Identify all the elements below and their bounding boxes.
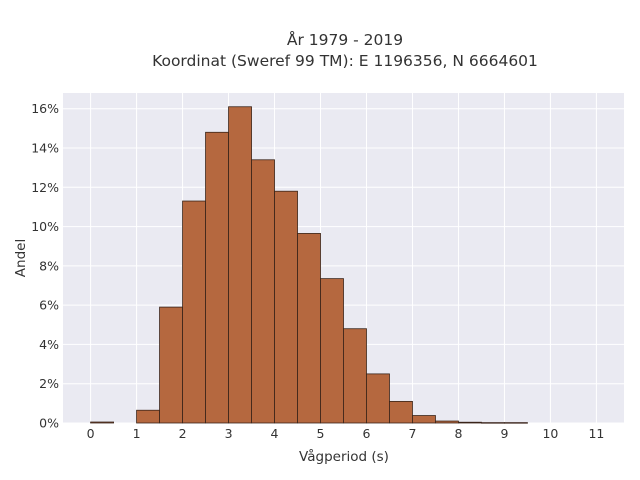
x-tick-label: 1 xyxy=(133,426,141,441)
histogram-bar-13 xyxy=(389,400,413,424)
x-tick-label: 8 xyxy=(454,426,462,441)
x-tick-label: 7 xyxy=(408,426,416,441)
histogram-bar-17 xyxy=(481,422,505,424)
x-tick-label: 11 xyxy=(588,426,604,441)
x-tick-labels: 0 1 2 3 4 5 6 7 8 9 10 11 xyxy=(87,426,605,441)
x-tick-label: 5 xyxy=(317,426,325,441)
histogram-bar-8 xyxy=(274,190,298,424)
x-tick-label: 2 xyxy=(179,426,187,441)
x-tick-label: 9 xyxy=(500,426,508,441)
histogram-bar-11 xyxy=(343,328,367,424)
x-tick-label: 6 xyxy=(363,426,371,441)
histogram-bar-0 xyxy=(90,421,114,424)
histogram-bar-14 xyxy=(412,415,436,424)
histogram-bar-2 xyxy=(136,409,160,424)
histogram-bar-5 xyxy=(205,131,229,424)
histogram-bar-15 xyxy=(435,420,459,424)
histogram-bar-12 xyxy=(366,373,390,424)
histogram-bar-10 xyxy=(320,278,344,424)
y-tick-labels: 0% 2% 4% 6% 8% 10% 12% 14% 16% xyxy=(31,101,59,430)
histogram-bar-7 xyxy=(251,159,275,424)
x-tick-label: 0 xyxy=(87,426,95,441)
histogram-bar-9 xyxy=(297,233,321,424)
y-tick-label: 12% xyxy=(31,180,59,195)
chart-subtitle: Koordinat (Sweref 99 TM): E 1196356, N 6… xyxy=(152,52,538,70)
histogram-bar-16 xyxy=(458,421,482,424)
x-axis-label: Vågperiod (s) xyxy=(299,448,389,465)
chart-title: År 1979 - 2019 xyxy=(287,30,403,49)
y-tick-label: 14% xyxy=(31,141,59,156)
histogram-bar-18 xyxy=(504,422,528,424)
histogram-bar-3 xyxy=(159,306,183,424)
y-axis-label: Andel xyxy=(13,239,29,277)
bars-group xyxy=(90,106,528,424)
y-tick-label: 0% xyxy=(39,416,59,431)
y-tick-label: 4% xyxy=(39,337,59,352)
y-tick-label: 16% xyxy=(31,101,59,116)
y-tick-label: 8% xyxy=(39,258,59,273)
x-tick-label: 10 xyxy=(542,426,558,441)
y-tick-label: 10% xyxy=(31,219,59,234)
x-tick-label: 4 xyxy=(271,426,279,441)
histogram-bar-6 xyxy=(228,106,252,424)
x-tick-label: 3 xyxy=(225,426,233,441)
y-tick-label: 2% xyxy=(39,376,59,391)
y-tick-label: 6% xyxy=(39,298,59,313)
histogram-bar-4 xyxy=(182,200,206,424)
